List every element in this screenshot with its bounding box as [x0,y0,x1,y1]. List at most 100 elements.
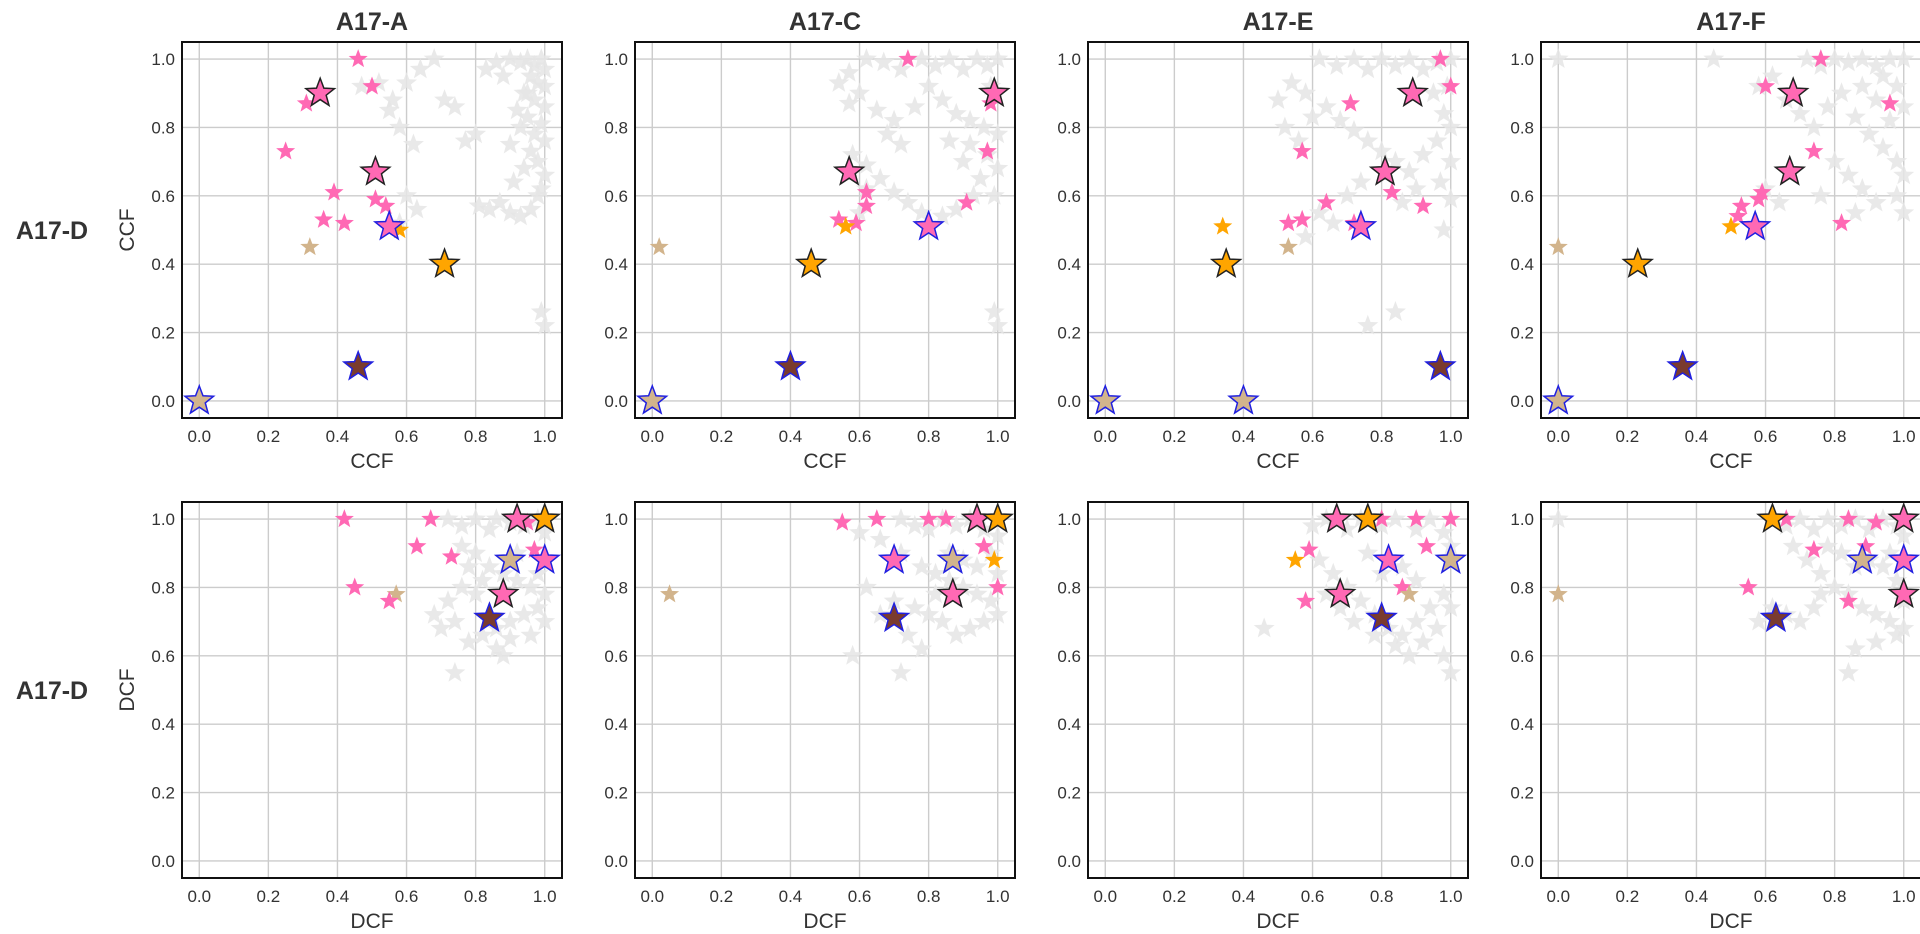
background-star-point [499,201,521,222]
background-star-point [945,102,967,123]
background-star-point [973,610,995,631]
scatter-panel: 0.0 0.2 0.4 0.6 0.8 1.0 0.0 0.2 0.4 0.6 0.8 1.0 CCF A… [604,8,1016,473]
background-star-point [918,603,940,624]
background-star-point [938,569,960,590]
highlight-star-point [1749,189,1769,208]
background-star-point [1302,514,1324,535]
background-star-point [1831,542,1853,563]
background-star-point [952,150,974,171]
x-tick-label: 0.8 [1823,887,1847,906]
background-star-point [1336,518,1358,539]
background-star-point [506,569,528,590]
y-tick-label: 0.8 [1057,578,1081,597]
background-star-point [485,637,507,658]
x-axis-label: DCF [803,910,846,933]
background-star-point [378,99,400,120]
background-star-point [1322,212,1344,233]
background-star-point [1844,201,1866,222]
background-star-point [849,201,871,222]
highlight-star-point [919,509,939,528]
background-star-point [534,164,556,185]
background-star-point [1879,542,1901,563]
background-star-point [987,48,1009,68]
y-tick-label: 0.4 [1510,715,1534,734]
background-star-point [1865,603,1887,624]
y-tick-label: 0.6 [151,647,175,666]
background-star-point [1755,177,1777,198]
background-star-point [465,508,487,528]
background-star-point [1796,48,1818,68]
background-star-point [1879,109,1901,130]
background-star-point [492,65,514,86]
background-star-point [499,133,521,154]
y-tick-label: 0.8 [604,578,628,597]
background-star-point [1886,75,1908,96]
background-star-point [1308,48,1330,68]
background-star-point [838,92,860,113]
highlight-star-point [1804,141,1824,160]
background-star-point [1789,508,1811,528]
background-star-point [499,610,521,631]
highlight-star-point-large [1756,501,1789,533]
x-tick-label: 0.0 [1093,427,1117,446]
highlight-star-point-large [372,209,406,241]
x-tick-label: 0.4 [779,887,803,906]
x-tick-label: 0.4 [779,427,803,446]
background-star-point [1796,549,1818,570]
y-tick-label: 0.6 [151,187,175,206]
background-star-point [437,590,459,611]
highlight-star-point-large [981,501,1015,533]
background-star-point [945,198,967,219]
x-tick-label: 0.2 [257,427,281,446]
background-star-point [530,48,552,68]
y-tick-label: 0.2 [604,784,628,803]
background-star-point [945,624,967,645]
background-star-point [527,562,549,583]
background-star-point [911,555,933,576]
background-star-point [938,130,960,151]
highlight-star-point [898,49,918,68]
background-star-point [1350,590,1372,611]
highlight-star-point [1341,93,1361,112]
background-star-point [959,109,981,130]
highlight-star-point [1756,76,1776,95]
background-star-point [1879,610,1901,631]
background-star-point [1865,631,1887,652]
highlight-star-point [988,577,1008,596]
axes-frame [1540,501,1920,879]
background-star-point [506,542,528,563]
background-star-point [1440,596,1462,617]
y-tick-label: 0.0 [1057,392,1081,411]
y-tick-label: 0.4 [1510,255,1534,274]
background-star-point [1308,549,1330,570]
background-star-point [952,58,974,79]
x-tick-label: 0.6 [395,427,419,446]
background-star-point [485,51,507,72]
highlight-star-point [407,536,427,555]
background-star-point [534,610,556,631]
background-star-point [842,644,864,665]
background-star-point [987,314,1009,335]
background-star-point [1775,514,1797,535]
y-tick-label: 0.6 [1057,187,1081,206]
highlight-star-point-large [428,247,461,279]
background-star-point [1547,508,1569,528]
x-axis-label: DCF [1709,910,1752,933]
background-star-point [983,184,1005,205]
highlight-star-point-large [794,247,828,279]
background-star-point [1817,535,1839,556]
background-star-point [1865,54,1887,75]
y-tick-label: 0.4 [604,715,628,734]
background-star-point [966,555,988,576]
background-star-point [534,314,556,335]
y-tick-label: 0.6 [1510,187,1534,206]
background-star-point [890,133,912,154]
highlight-star-point-large [1323,577,1357,609]
background-star-point [437,508,459,528]
background-star-point [368,72,390,92]
background-star-point [1412,58,1434,79]
x-tick-label: 0.6 [848,427,872,446]
highlight-star-point-large [912,209,945,241]
x-tick-label: 0.4 [1685,887,1709,906]
background-star-point [503,171,525,192]
